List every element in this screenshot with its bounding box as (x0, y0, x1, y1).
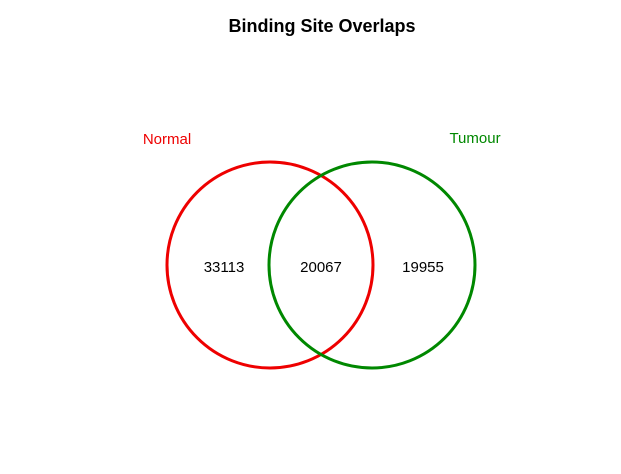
chart-title: Binding Site Overlaps (228, 16, 415, 36)
set-label-tumour: Tumour (449, 130, 500, 147)
circle-tumour (267, 160, 477, 370)
count-overlap: 20067 (300, 259, 342, 276)
set-label-normal: Normal (143, 131, 191, 148)
circle-normal (165, 160, 375, 370)
count-normal-only: 33113 (204, 259, 245, 276)
count-tumour-only: 19955 (402, 259, 444, 276)
